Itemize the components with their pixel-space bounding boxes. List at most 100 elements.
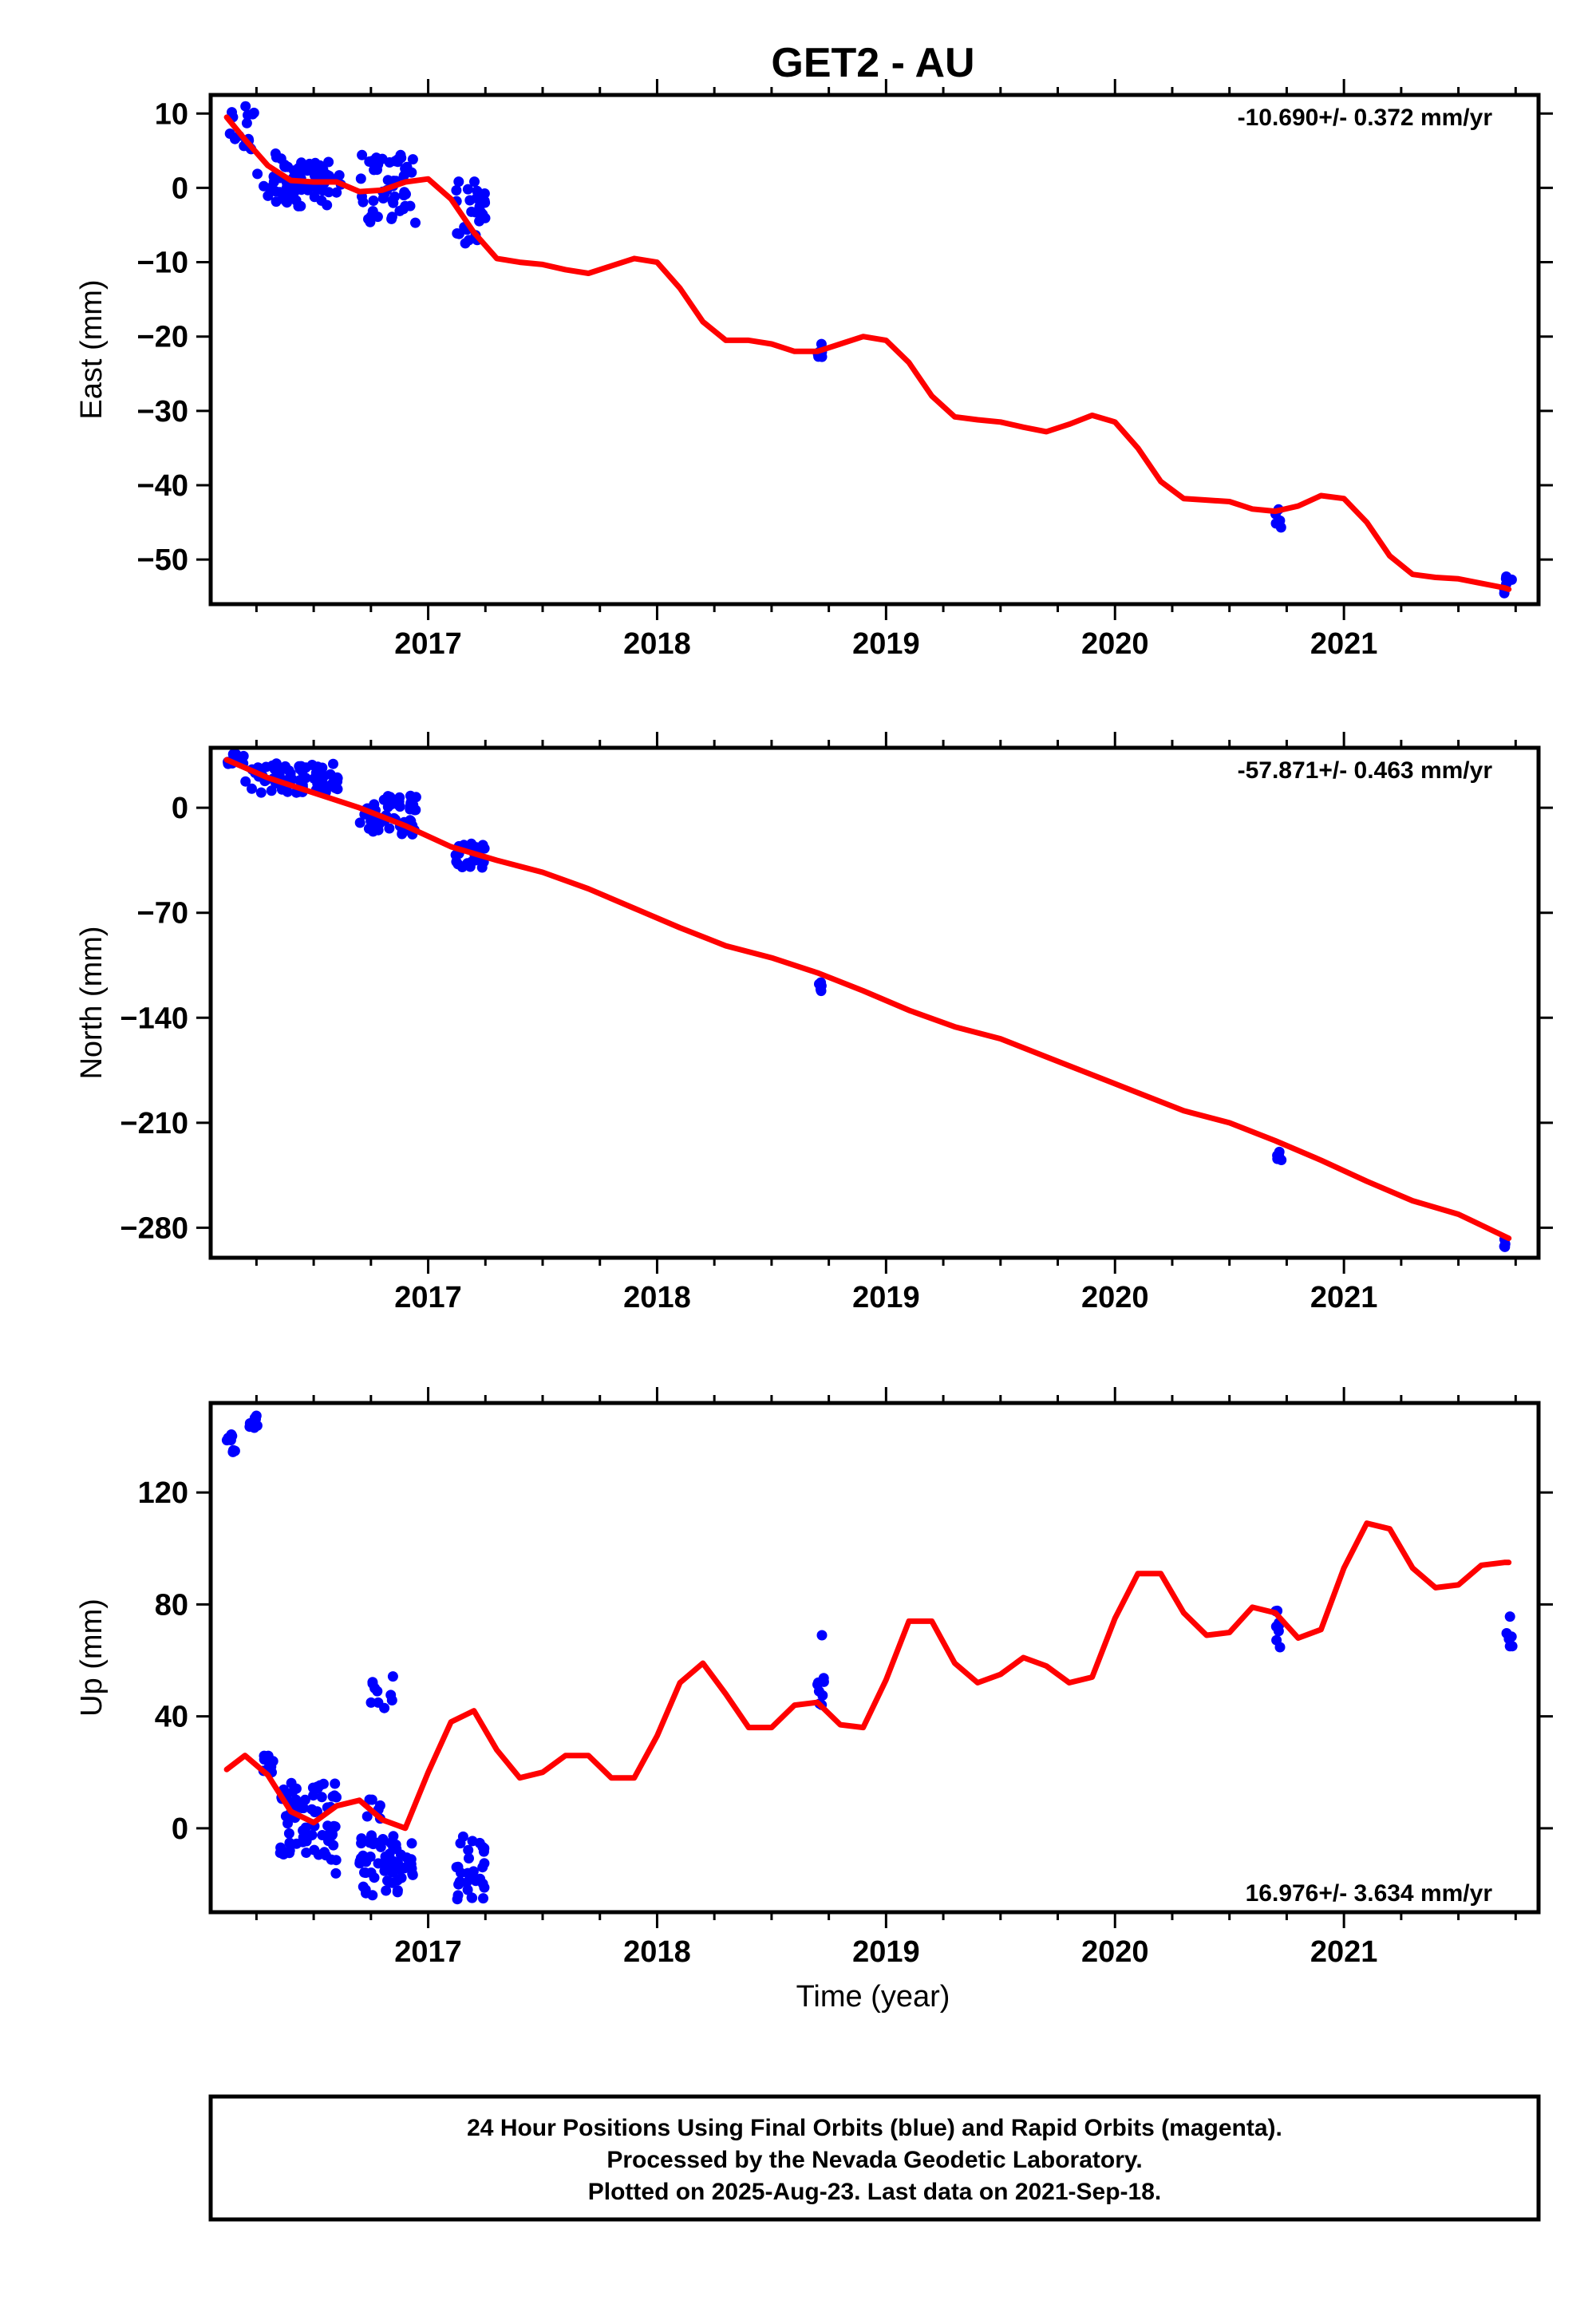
east-y-tick-label: −20 [137, 321, 188, 354]
up-data-point [1504, 1611, 1515, 1622]
up-data-point [376, 1837, 387, 1848]
footer-box: 24 Hour Positions Using Final Orbits (bl… [208, 2094, 1541, 2222]
east-data-point [240, 101, 251, 112]
north-y-axis-label: North (mm) [75, 926, 109, 1079]
up-x-tick-label: 2018 [623, 1935, 691, 1969]
east-rate-label: -10.690+/- 0.372 mm/yr [1238, 105, 1493, 131]
east-y-tick-label: −10 [137, 247, 188, 280]
east-data-point [323, 156, 334, 168]
up-data-point [467, 1836, 478, 1847]
up-data-point [385, 1837, 396, 1848]
north-data-point [227, 749, 239, 760]
up-data-point [326, 1854, 337, 1865]
east-y-tick-label: −50 [137, 543, 188, 577]
east-panel: 2017 2018 2019 2020 2021 10 0 −10 −20 −30 −40 −50 Ea… [75, 79, 1553, 661]
up-y-tick-label: 0 [172, 1812, 188, 1846]
east-y-tick-label: 0 [172, 172, 188, 205]
east-data-point [271, 196, 282, 207]
up-data-point [466, 1892, 477, 1903]
east-data-point [248, 107, 259, 118]
north-data-point [405, 815, 416, 826]
up-data-point [818, 1676, 829, 1687]
up-data-point [394, 1864, 405, 1875]
footer-line-2: Processed by the Nevada Geodetic Laborat… [606, 2147, 1142, 2173]
up-points [221, 1410, 1518, 1905]
up-data-point [330, 1778, 341, 1789]
footer-line-3: Plotted on 2025-Aug-23. Last data on 202… [588, 2179, 1162, 2205]
up-data-point [463, 1844, 474, 1856]
up-data-point [478, 1846, 489, 1857]
north-data-point [267, 760, 278, 771]
up-data-point [372, 1686, 383, 1697]
east-data-point [331, 187, 342, 198]
up-data-point [1507, 1641, 1518, 1652]
east-data-point [355, 173, 366, 184]
up-data-point [356, 1833, 367, 1844]
east-x-tick-label: 2019 [852, 627, 920, 661]
up-data-point [309, 1844, 320, 1856]
up-data-point [477, 1862, 488, 1873]
north-y-tick-label: −140 [120, 1002, 188, 1035]
up-data-point [226, 1429, 237, 1440]
north-y-tick-label: −280 [120, 1211, 188, 1245]
up-data-point [330, 1867, 342, 1879]
north-data-point [317, 762, 328, 773]
up-data-point [301, 1848, 312, 1858]
north-x-tick-label: 2021 [1310, 1281, 1378, 1314]
up-data-point [317, 1830, 328, 1840]
north-x-tick-label: 2020 [1081, 1281, 1149, 1314]
up-data-point [454, 1876, 465, 1887]
up-data-point [406, 1863, 417, 1874]
north-data-point [405, 800, 416, 812]
east-data-point [367, 206, 378, 217]
up-y-tick-label: 80 [155, 1588, 188, 1622]
up-x-tick-label: 2017 [394, 1935, 462, 1969]
up-data-point [358, 1881, 369, 1892]
east-data-point [397, 204, 409, 215]
up-data-point [367, 1678, 378, 1690]
up-data-point [464, 1853, 474, 1863]
east-data-point [469, 176, 480, 188]
east-data-point [453, 228, 464, 239]
east-data-point [365, 216, 376, 227]
up-data-point [361, 1811, 373, 1822]
up-data-point [286, 1777, 297, 1788]
north-data-point [368, 826, 379, 837]
up-data-point [244, 1421, 255, 1433]
up-data-point [314, 1780, 326, 1791]
up-data-point [478, 1893, 488, 1904]
east-data-point [398, 190, 409, 201]
up-data-point [300, 1822, 311, 1833]
up-data-point [328, 1840, 339, 1851]
east-data-point [280, 161, 290, 172]
up-data-point [479, 1882, 490, 1893]
east-data-point [473, 189, 484, 200]
east-y-tick-label: −30 [137, 395, 188, 429]
north-data-point [1274, 1150, 1285, 1161]
east-x-tick-label: 2020 [1081, 627, 1149, 661]
up-data-point [280, 1811, 291, 1822]
up-data-point [373, 1697, 384, 1708]
north-y-tick-label: −210 [120, 1107, 188, 1140]
north-data-point [280, 761, 290, 772]
north-data-point [300, 762, 311, 773]
up-data-point [306, 1829, 318, 1840]
east-data-point [453, 176, 464, 188]
up-data-point [251, 1410, 262, 1421]
up-data-point [816, 1630, 828, 1641]
north-data-point [354, 817, 365, 828]
up-data-point [287, 1786, 298, 1797]
up-data-point [310, 1807, 320, 1818]
north-y-tick-label: −70 [137, 897, 188, 931]
east-x-tick-label: 2017 [394, 627, 462, 661]
north-data-point [385, 792, 396, 803]
east-fit-line [223, 114, 1512, 592]
north-data-point [294, 775, 306, 786]
up-data-point [284, 1845, 295, 1856]
up-data-point [364, 1794, 375, 1805]
footer-line-1: 24 Hour Positions Using Final Orbits (bl… [467, 2115, 1282, 2141]
up-data-point [406, 1838, 417, 1849]
up-data-point [405, 1854, 417, 1865]
up-y-axis-label: Up (mm) [75, 1599, 109, 1717]
